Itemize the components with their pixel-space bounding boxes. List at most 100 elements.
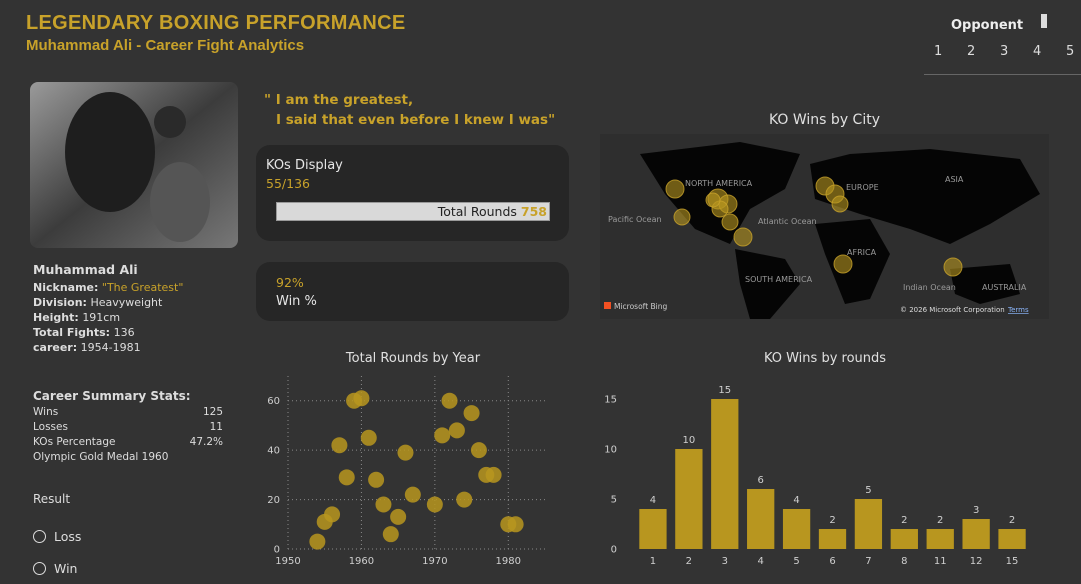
point	[441, 392, 458, 409]
scroll-handle[interactable]	[1041, 14, 1047, 28]
bar	[926, 529, 954, 549]
x-tick-label: 15	[1006, 556, 1019, 567]
data-label: 2	[1009, 515, 1015, 526]
point	[382, 526, 399, 543]
summary-title: Career Summary Stats:	[33, 389, 191, 403]
data-label: 2	[829, 515, 835, 526]
ko-card-value: 55/136	[266, 176, 310, 191]
summary-label: Losses	[33, 421, 68, 433]
x-tick-label: 1960	[349, 556, 374, 567]
summary-row: Olympic Gold Medal 1960	[33, 450, 223, 465]
map-label: NORTH AMERICA	[685, 179, 753, 188]
data-label: 5	[865, 485, 871, 496]
slicer-item[interactable]: 3	[1000, 44, 1009, 59]
radio[interactable]	[33, 561, 46, 575]
result-option[interactable]: Loss	[33, 520, 81, 552]
slicer-item[interactable]: 5	[1066, 44, 1075, 59]
y-tick-label: 20	[267, 495, 280, 506]
point	[353, 390, 370, 407]
subtitle: Muhammad Ali - Career Fight Analytics	[26, 37, 305, 54]
data-label: 10	[682, 435, 695, 446]
point	[331, 437, 348, 454]
summary-rows: Wins 125 Losses 11 KOs Percentage 47.2% Olympi…	[33, 405, 223, 465]
profile-field: Nickname: "The Greatest"	[33, 280, 183, 295]
bar	[639, 509, 667, 549]
summary-row: KOs Percentage 47.2%	[33, 435, 223, 450]
x-tick-label: 6	[829, 556, 835, 567]
result-option[interactable]: Win	[33, 552, 81, 584]
summary-label: Wins	[33, 406, 59, 418]
y-tick-label: 60	[267, 396, 280, 407]
slicer-item[interactable]: 2	[967, 44, 976, 59]
map-terms[interactable]: Terms	[1007, 306, 1029, 314]
data-label: 2	[901, 515, 907, 526]
win-value: 92%	[276, 275, 304, 290]
field-value: 1954-1981	[80, 341, 141, 354]
point	[324, 506, 341, 523]
point	[507, 516, 524, 533]
quote-line: " I am the greatest,	[264, 92, 414, 108]
field-label: Nickname:	[33, 281, 99, 294]
x-tick-label: 1980	[496, 556, 521, 567]
profile-fields: Nickname: "The Greatest" Division: Heavyw…	[33, 280, 183, 355]
x-tick-label: 7	[865, 556, 871, 567]
radio[interactable]	[33, 529, 46, 543]
point	[397, 444, 414, 461]
field-value: "The Greatest"	[101, 281, 184, 294]
win-card: 92% Win %	[256, 262, 569, 321]
point	[368, 471, 385, 488]
x-tick-label: 1970	[422, 556, 447, 567]
slicer-items: 1 2 3 4 5	[924, 44, 1081, 68]
x-tick-label: 8	[901, 556, 907, 567]
point	[470, 442, 487, 459]
x-tick-label: 4	[757, 556, 763, 567]
map-label: Indian Ocean	[903, 283, 956, 292]
win-label: Win %	[276, 294, 317, 309]
x-tick-label: 3	[722, 556, 728, 567]
map-label: AFRICA	[847, 248, 877, 257]
summary-value: 125	[202, 406, 223, 418]
bar	[854, 499, 883, 549]
progress-text: Total Rounds	[437, 204, 517, 219]
map-label: Atlantic Ocean	[758, 217, 817, 226]
y-tick-label: 0	[611, 545, 617, 556]
x-tick-label: 11	[934, 556, 947, 567]
quote: " I am the greatest, I said that even be…	[264, 90, 555, 130]
progress-value: 758	[520, 204, 547, 219]
summary-row: Wins 125	[33, 405, 223, 420]
data-label: 6	[757, 475, 763, 486]
field-label: Division:	[33, 296, 87, 309]
point	[375, 496, 392, 513]
opponent-slicer: Opponent 1 2 3 4 5	[924, 6, 1081, 75]
field-value: Heavyweight	[90, 296, 163, 309]
result-options: Loss Win	[33, 520, 81, 584]
y-tick-label: 0	[274, 545, 280, 556]
map-label: AUSTRALIA	[982, 283, 1027, 292]
title: LEGENDARY BOXING PERFORMANCE	[26, 12, 406, 34]
map-provider: Microsoft Bing	[614, 302, 667, 311]
summary-value: 47.2%	[189, 436, 223, 448]
map-label: Pacific Ocean	[608, 215, 662, 224]
chart-title: KO Wins by rounds	[764, 351, 886, 366]
field-label: Height:	[33, 311, 79, 324]
quote-line: I said that even before I knew I was"	[276, 112, 556, 128]
bar	[962, 519, 990, 549]
slicer-item[interactable]: 4	[1033, 44, 1042, 59]
slicer-item[interactable]: 1	[934, 44, 943, 59]
point	[448, 422, 465, 439]
summary-label: Olympic Gold Medal 1960	[33, 451, 169, 463]
profile-field: Total Fights: 136	[33, 325, 183, 340]
y-tick-label: 5	[611, 495, 617, 506]
ko-card-title: KOs Display	[266, 158, 343, 173]
map-label: SOUTH AMERICA	[745, 275, 813, 284]
x-tick-label: 1950	[275, 556, 300, 567]
photo	[30, 82, 238, 248]
x-tick-label: 1	[650, 556, 656, 567]
x-tick-label: 12	[970, 556, 983, 567]
map-label: ASIA	[945, 175, 964, 184]
profile-field: Height: 191cm	[33, 310, 183, 325]
point	[338, 469, 355, 486]
map-title: KO Wins by City	[769, 112, 880, 128]
